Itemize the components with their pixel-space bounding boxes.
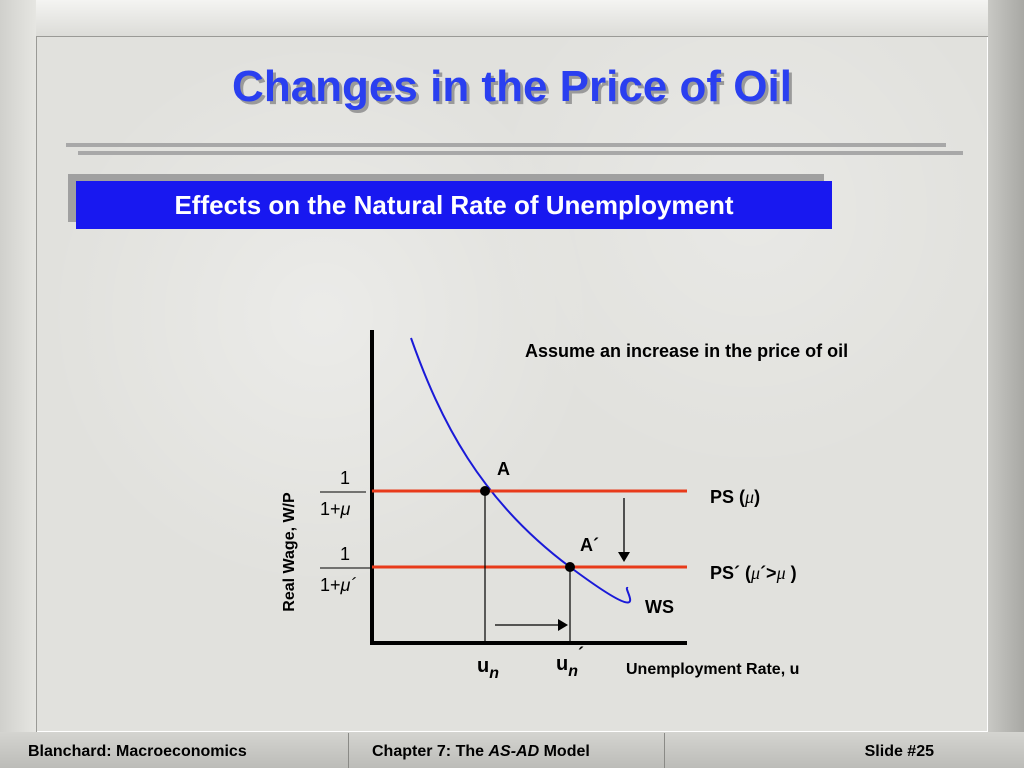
ps-prime-label: PS´ (μ´>μ ) <box>710 563 797 583</box>
frame-bottom <box>0 732 1024 768</box>
y-axis-label: Real Wage, W/P <box>281 492 298 612</box>
frame-left <box>0 0 36 768</box>
un-label: un <box>477 655 499 682</box>
point-a-prime-dot <box>565 562 575 572</box>
footer-slide-number: Slide #25 <box>864 743 934 760</box>
footer-divider-right <box>664 733 665 768</box>
x-axis-label: Unemployment Rate, u <box>626 661 799 678</box>
footer-course: Blanchard: Macroeconomics <box>28 743 247 760</box>
assumption-note: Assume an increase in the price of oil <box>525 341 848 361</box>
footer-chapter: Chapter 7: The AS-AD Model <box>372 743 590 760</box>
point-a-dot <box>480 486 490 496</box>
slide-title: Changes in the Price of Oil <box>232 62 792 111</box>
un-prime-label: un´ <box>556 644 584 680</box>
frac2-numerator: 1 <box>340 544 350 564</box>
ps-shift-arrowhead <box>618 552 630 562</box>
un-shift-arrowhead <box>558 619 568 631</box>
ps-label: PS (μ) <box>710 487 760 507</box>
frac1-numerator: 1 <box>340 468 350 488</box>
frac1-denominator: 1+μ <box>320 499 351 519</box>
frac2-denominator: 1+μ´ <box>320 575 356 595</box>
ws-label: WS <box>645 597 674 617</box>
frame-right <box>988 0 1024 768</box>
subtitle-box: Effects on the Natural Rate of Unemploym… <box>76 181 832 229</box>
slide-footer: Blanchard: Macroeconomics Chapter 7: The… <box>0 733 1024 768</box>
title-rule-bottom <box>78 151 963 155</box>
frame-top <box>0 0 1024 36</box>
title-rule-top <box>66 143 946 147</box>
point-a-label: A <box>497 459 510 479</box>
ws-curve <box>410 337 632 604</box>
footer-divider-left <box>348 733 349 768</box>
point-a-prime-label: A´ <box>580 535 599 555</box>
